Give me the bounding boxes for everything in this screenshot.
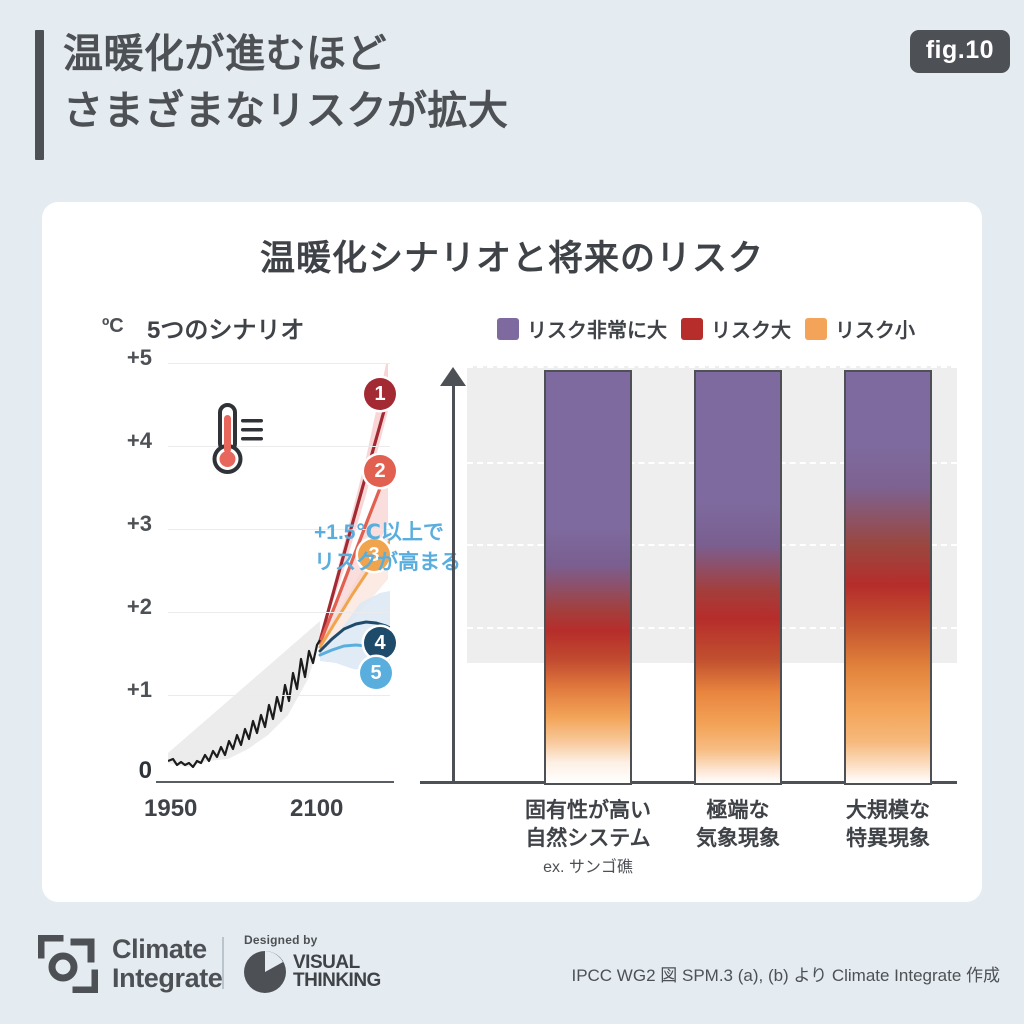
scenario-badge-4[interactable]: 4	[364, 627, 396, 659]
pie-chart-icon	[244, 951, 286, 993]
visual-thinking-wordmark: VISUAL THINKING	[293, 951, 381, 991]
warming-scenarios-chart: +5 +4 +3 +2 +1 0	[100, 345, 400, 987]
gridline-5	[168, 363, 390, 364]
bar-category-extreme-line1: 極端な	[706, 799, 770, 822]
designer-line1: VISUAL	[293, 951, 360, 973]
scenarios-heading: 5つのシナリオ	[147, 317, 305, 344]
visual-thinking-logo: Designed by VISUAL THINKING	[242, 933, 381, 995]
page-footer: Climate Integrate Designed by VISUAL THI…	[0, 915, 1024, 1024]
bar-category-extreme-weather: 極端な 気象現象	[648, 797, 828, 854]
page-title-line1: 温暖化が進むほど	[63, 32, 387, 76]
dashed-gridline-top	[467, 366, 957, 368]
gridline-1	[168, 695, 390, 696]
thermometer-icon	[212, 403, 263, 474]
future-risk-bars-chart: 固有性が高い 自然システム ex. サンゴ礁 極端な 気象現象 大規模な 特異現…	[412, 357, 957, 987]
designed-by-label: Designed by	[244, 933, 318, 947]
bar-category-unique-line2: 自然システム	[525, 827, 651, 851]
legend-swatch-low	[805, 317, 827, 340]
gridline-3	[168, 529, 390, 530]
bar-category-large-scale: 大規模な 特異現象	[798, 797, 978, 854]
x-tick-2100: 2100	[290, 795, 344, 822]
threshold-annotation-line1: +1.5℃以上で	[314, 521, 444, 544]
chart-title: 温暖化シナリオと将来のリスク	[259, 239, 764, 278]
legend-item-high: リスク大	[681, 314, 791, 343]
brand-line1: Climate	[112, 934, 207, 964]
legend-label-low: リスク小	[835, 320, 915, 342]
bar-category-large-line1: 大規模な	[846, 799, 930, 822]
climate-integrate-logo: Climate Integrate	[38, 934, 223, 994]
source-credit: IPCC WG2 図 SPM.3 (a), (b) より Climate Int…	[571, 966, 1000, 985]
brand-line2: Integrate	[112, 963, 223, 994]
y-tick-1: +1	[126, 677, 152, 702]
bar-category-large-line2: 特異現象	[846, 827, 930, 851]
figure-number-badge: fig.10	[909, 30, 1010, 73]
title-accent-bar	[35, 30, 44, 160]
legend-label-very-high: リスク非常に大	[527, 320, 667, 342]
risk-baseline	[420, 781, 957, 784]
bar-category-unique-line1: 固有性が高い	[525, 799, 651, 822]
gridline-2	[168, 612, 390, 613]
bar-category-unique-example: ex. サンゴ礁	[543, 858, 633, 876]
x-axis-line	[156, 781, 394, 783]
y-axis-unit: ºC	[102, 315, 124, 337]
x-tick-1950: 1950	[144, 795, 198, 822]
bar-category-extreme-line2: 気象現象	[696, 827, 780, 851]
legend-item-low: リスク小	[805, 314, 915, 343]
scenario-badge-5[interactable]: 5	[360, 657, 392, 689]
y-tick-0: 0	[138, 757, 152, 784]
legend-swatch-high	[681, 317, 703, 340]
page-title: 温暖化が進むほど さまざまなリスクが拡大	[63, 26, 509, 140]
bar-category-unique-systems: 固有性が高い 自然システム ex. サンゴ礁	[498, 797, 678, 878]
page-title-line2: さまざまなリスクが拡大	[63, 88, 509, 133]
page-header: 温暖化が進むほど さまざまなリスクが拡大	[35, 28, 935, 163]
footer-divider	[222, 937, 224, 989]
legend-swatch-very-high	[497, 317, 519, 340]
risk-axis-arrow-head	[440, 367, 466, 386]
chart-card: 温暖化シナリオと将来のリスク リスク非常に大 リスク大 リスク小 ºC 5つのシ…	[42, 202, 982, 902]
legend-label-high: リスク大	[711, 320, 791, 342]
scenario-badge-2[interactable]: 2	[364, 455, 396, 487]
risk-bar-unique-systems[interactable]	[544, 370, 632, 785]
risk-axis-arrow-line	[452, 373, 455, 783]
risk-bar-large-scale-singular[interactable]	[844, 370, 932, 785]
risk-bar-extreme-weather[interactable]	[694, 370, 782, 785]
gridline-4	[168, 446, 390, 447]
y-tick-4: +4	[126, 428, 152, 453]
scenario-badge-1[interactable]: 1	[364, 378, 396, 410]
climate-integrate-mark-icon	[38, 935, 98, 994]
climate-integrate-wordmark: Climate Integrate	[112, 934, 223, 994]
threshold-annotation-line2: リスクが高まる	[314, 550, 461, 574]
y-tick-2: +2	[126, 594, 152, 619]
scenario-badge-3[interactable]: 3	[358, 539, 390, 571]
risk-legend: リスク非常に大 リスク大 リスク小	[497, 314, 915, 343]
threshold-annotation: +1.5℃以上で リスクが高まる	[314, 518, 461, 578]
designer-line2: THINKING	[293, 970, 381, 991]
y-tick-5: +5	[126, 345, 152, 370]
y-tick-3: +3	[126, 511, 152, 536]
legend-item-very-high: リスク非常に大	[497, 314, 667, 343]
